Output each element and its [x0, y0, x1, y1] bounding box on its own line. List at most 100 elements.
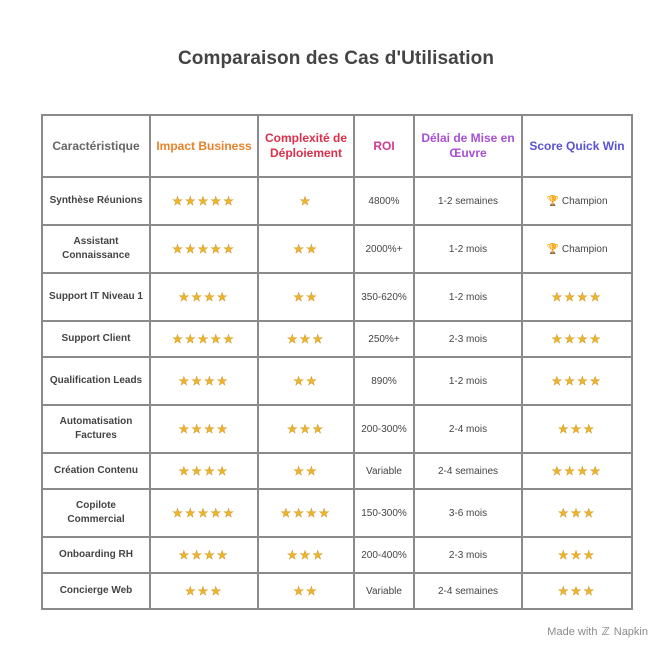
- header-feature: Caractéristique: [41, 114, 151, 178]
- star-rating: ★★★: [286, 422, 326, 436]
- cell-delay: 1-2 mois: [413, 224, 523, 274]
- cell-impact: ★★★★★: [149, 488, 259, 538]
- cell-roi: 250%+: [353, 320, 415, 358]
- cell-roi: Variable: [353, 452, 415, 490]
- cell-complexity: ★★★: [257, 536, 355, 574]
- cell-roi-text: 890%: [371, 375, 397, 387]
- cell-delay: 1-2 mois: [413, 356, 523, 406]
- page-title: Comparaison des Cas d'Utilisation: [177, 48, 495, 69]
- star-rating: ★★★★: [551, 464, 603, 478]
- header-impact: Impact Business: [149, 114, 259, 178]
- cell-roi: 4800%: [353, 176, 415, 226]
- cell-feature-text: Assistant Connaissance: [62, 236, 130, 261]
- cell-complexity: ★★: [257, 572, 355, 610]
- cell-feature: Copilote Commercial: [41, 488, 151, 538]
- cell-complexity: ★★★★: [257, 488, 355, 538]
- cell-delay-text: 1-2 mois: [448, 375, 488, 387]
- cell-feature-text: Synthèse Réunions: [49, 195, 143, 206]
- cell-impact: ★★★★★: [149, 224, 259, 274]
- cell-delay: 2-4 semaines: [413, 572, 523, 610]
- cell-delay-text: 2-3 mois: [448, 333, 488, 345]
- cell-feature: Support Client: [41, 320, 151, 358]
- table-row: Copilote Commercial ★★★★★ ★★★★ 150-300% 3-6 …: [41, 488, 633, 538]
- cell-delay: 2-4 mois: [413, 404, 523, 454]
- cell-roi-text: Variable: [366, 585, 402, 597]
- cell-roi: 350-620%: [353, 272, 415, 322]
- cell-feature-text: Qualification Leads: [49, 375, 143, 386]
- star-rating: ★★★★: [178, 548, 230, 562]
- cell-feature-text: Support IT Niveau 1: [49, 291, 143, 302]
- star-rating: ★★★★: [178, 464, 230, 478]
- cell-score: ★★★★: [521, 320, 633, 358]
- cell-feature-text: Onboarding RH: [59, 549, 133, 560]
- cell-roi-text: 4800%: [368, 195, 400, 207]
- cell-feature-text: Création Contenu: [54, 465, 138, 476]
- cell-impact: ★★★: [149, 572, 259, 610]
- cell-score: ★★★: [521, 536, 633, 574]
- napkin-watermark[interactable]: Made with ℤ Napkin: [547, 625, 648, 639]
- cell-complexity: ★★★: [257, 404, 355, 454]
- table-row: Automatisation Factures ★★★★ ★★★ 200-300% 2-…: [41, 404, 633, 454]
- table-row: Support IT Niveau 1 ★★★★ ★★ 350-620% 1-2 moi…: [41, 272, 633, 322]
- header-complexity: Complexité de Déploiement: [257, 114, 355, 178]
- cell-score: ★★★★: [521, 356, 633, 406]
- star-rating: ★★★★: [178, 422, 230, 436]
- cell-roi: 200-300%: [353, 404, 415, 454]
- cell-delay: 2-3 mois: [413, 536, 523, 574]
- cell-roi: 150-300%: [353, 488, 415, 538]
- cell-score: ★★★: [521, 572, 633, 610]
- star-rating: ★★: [293, 584, 319, 598]
- cell-complexity: ★★★: [257, 320, 355, 358]
- cell-impact: ★★★★★: [149, 176, 259, 226]
- cell-delay: 1-2 semaines: [413, 176, 523, 226]
- napkin-logo-icon: ℤ: [601, 626, 610, 638]
- cell-delay-text: 3-6 mois: [448, 507, 488, 519]
- cell-score: 🏆 Champion: [521, 224, 633, 274]
- cell-roi: 200-400%: [353, 536, 415, 574]
- cell-roi-text: 200-400%: [361, 549, 407, 561]
- table-row: Support Client ★★★★★ ★★★ 250%+ 2-3 mois ★★★★: [41, 320, 633, 358]
- star-rating: ★★: [293, 374, 319, 388]
- star-rating: ★★★: [557, 422, 597, 436]
- cell-impact: ★★★★: [149, 536, 259, 574]
- star-rating: ★★★★★: [172, 332, 236, 346]
- star-rating: ★★★★: [178, 290, 230, 304]
- star-rating: ★★★: [557, 584, 597, 598]
- cell-feature-text: Concierge Web: [59, 585, 133, 596]
- cell-complexity: ★★: [257, 356, 355, 406]
- table-row: Concierge Web ★★★ ★★ Variable 2-4 semaines ★★…: [41, 572, 633, 610]
- cell-delay-text: 2-4 mois: [448, 423, 488, 435]
- cell-delay: 2-3 mois: [413, 320, 523, 358]
- star-rating: ★★: [293, 464, 319, 478]
- cell-feature: Concierge Web: [41, 572, 151, 610]
- watermark-brand: Napkin: [613, 625, 648, 638]
- cell-impact: ★★★★: [149, 452, 259, 490]
- cell-feature: Synthèse Réunions: [41, 176, 151, 226]
- comparison-table: Caractéristique Impact Business Complexi…: [41, 114, 633, 610]
- trophy-icon: 🏆: [546, 195, 559, 207]
- header-score: Score Quick Win: [521, 114, 633, 178]
- cell-score-text: Champion: [561, 243, 608, 255]
- trophy-icon: 🏆: [546, 243, 559, 255]
- cell-roi-text: 200-300%: [361, 423, 407, 435]
- cell-complexity: ★★: [257, 452, 355, 490]
- table-row: Assistant Connaissance ★★★★★ ★★ 2000%+ 1-2 m…: [41, 224, 633, 274]
- cell-roi-text: 250%+: [368, 333, 400, 345]
- cell-impact: ★★★★: [149, 272, 259, 322]
- star-rating: ★★★★★: [172, 242, 236, 256]
- star-rating: ★★★★: [178, 374, 230, 388]
- cell-roi-text: 150-300%: [361, 507, 407, 519]
- star-rating: ★★★: [557, 506, 597, 520]
- cell-impact: ★★★★★: [149, 320, 259, 358]
- cell-score: ★★★★: [521, 452, 633, 490]
- cell-delay-text: 2-4 semaines: [437, 465, 499, 477]
- star-rating: ★★: [293, 242, 319, 256]
- cell-score: ★★★: [521, 488, 633, 538]
- header-delay: Délai de Mise en Œuvre: [413, 114, 523, 178]
- cell-delay: 3-6 mois: [413, 488, 523, 538]
- star-rating: ★★: [293, 290, 319, 304]
- star-rating: ★★★: [557, 548, 597, 562]
- cell-complexity: ★: [257, 176, 355, 226]
- cell-feature-text: Automatisation Factures: [59, 416, 133, 441]
- cell-roi: 2000%+: [353, 224, 415, 274]
